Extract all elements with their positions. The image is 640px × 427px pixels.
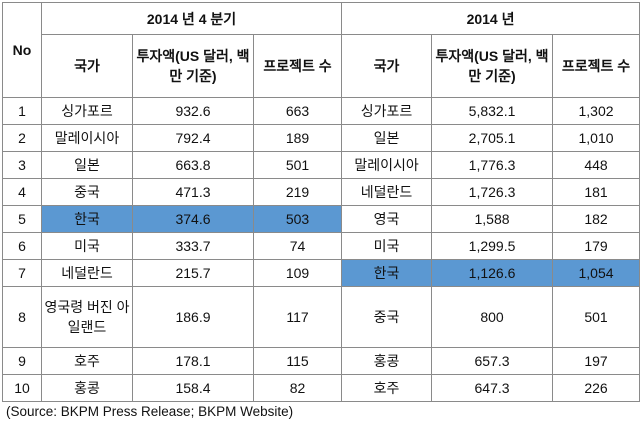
cell-y-investment: 647.3	[431, 374, 554, 402]
source-note: (Source: BKPM Press Release; BKPM Websit…	[6, 404, 294, 419]
cell-q4-country: 일본	[41, 151, 133, 179]
cell-no: 1	[2, 97, 42, 125]
cell-y-investment: 1,588	[431, 205, 554, 233]
cell-no: 5	[2, 205, 42, 233]
table-row: 10 홍콩 158.4 82 호주 647.3 226	[2, 374, 640, 402]
cell-y-investment: 800	[431, 286, 554, 348]
header-year-investment: 투자액(US 달러, 백만 기준)	[431, 34, 554, 98]
fdi-ranking-table: No 2014 년 4 분기 2014 년 국가 투자액(US 달러, 백만 기…	[2, 2, 640, 402]
cell-q4-projects: 109	[252, 259, 343, 287]
cell-q4-country: 호주	[41, 347, 133, 375]
table-row: 7 네덜란드 215.7 109 한국 1,126.6 1,054	[2, 259, 640, 287]
cell-q4-projects: 501	[252, 151, 343, 179]
cell-y-projects: 1,010	[552, 124, 640, 152]
cell-y-investment: 1,299.5	[431, 232, 554, 260]
cell-q4-investment: 471.3	[132, 178, 254, 206]
cell-y-projects: 448	[552, 151, 640, 179]
cell-no: 7	[2, 259, 42, 287]
cell-q4-projects: 82	[252, 374, 343, 402]
header-q4-country: 국가	[41, 34, 133, 98]
cell-y-projects: 226	[552, 374, 640, 402]
header-no: No	[2, 2, 42, 98]
cell-q4-investment: 158.4	[132, 374, 254, 402]
table-row: 2 말레이시아 792.4 189 일본 2,705.1 1,010	[2, 124, 640, 152]
cell-y-investment: 5,832.1	[431, 97, 554, 125]
cell-y-investment: 1,776.3	[431, 151, 554, 179]
cell-q4-country: 한국	[41, 205, 133, 233]
cell-q4-projects: 503	[252, 205, 343, 233]
cell-q4-country: 중국	[41, 178, 133, 206]
cell-q4-projects: 74	[252, 232, 343, 260]
cell-y-projects: 181	[552, 178, 640, 206]
cell-q4-country: 영국령 버진 아일랜드	[41, 286, 133, 348]
header-year-projects: 프로젝트 수	[552, 34, 640, 98]
cell-y-country: 호주	[341, 374, 433, 402]
cell-q4-investment: 663.8	[132, 151, 254, 179]
cell-no: 4	[2, 178, 42, 206]
cell-y-investment: 1,726.3	[431, 178, 554, 206]
cell-no: 8	[2, 286, 42, 348]
cell-y-country: 네덜란드	[341, 178, 433, 206]
cell-y-country: 일본	[341, 124, 433, 152]
cell-q4-projects: 219	[252, 178, 343, 206]
cell-y-country: 한국	[341, 259, 433, 287]
header-year-country: 국가	[341, 34, 433, 98]
cell-q4-projects: 663	[252, 97, 343, 125]
header-year-group: 2014 년	[341, 2, 640, 35]
cell-y-projects: 197	[552, 347, 640, 375]
cell-q4-investment: 186.9	[132, 286, 254, 348]
cell-y-investment: 1,126.6	[431, 259, 554, 287]
cell-no: 6	[2, 232, 42, 260]
cell-y-projects: 182	[552, 205, 640, 233]
cell-q4-country: 네덜란드	[41, 259, 133, 287]
cell-no: 9	[2, 347, 42, 375]
cell-y-projects: 501	[552, 286, 640, 348]
cell-no: 2	[2, 124, 42, 152]
cell-q4-investment: 932.6	[132, 97, 254, 125]
cell-q4-country: 싱가포르	[41, 97, 133, 125]
cell-y-country: 중국	[341, 286, 433, 348]
cell-y-projects: 1,054	[552, 259, 640, 287]
cell-q4-projects: 117	[252, 286, 343, 348]
cell-q4-projects: 115	[252, 347, 343, 375]
table-row: 6 미국 333.7 74 미국 1,299.5 179	[2, 232, 640, 260]
cell-y-country: 말레이시아	[341, 151, 433, 179]
table-row: 1 싱가포르 932.6 663 싱가포르 5,832.1 1,302	[2, 97, 640, 125]
cell-q4-country: 말레이시아	[41, 124, 133, 152]
cell-y-country: 영국	[341, 205, 433, 233]
cell-y-country: 미국	[341, 232, 433, 260]
cell-q4-investment: 178.1	[132, 347, 254, 375]
table-row: 4 중국 471.3 219 네덜란드 1,726.3 181	[2, 178, 640, 206]
cell-q4-investment: 333.7	[132, 232, 254, 260]
cell-q4-investment: 374.6	[132, 205, 254, 233]
cell-no: 10	[2, 374, 42, 402]
header-q4-projects: 프로젝트 수	[252, 34, 343, 98]
cell-y-country: 홍콩	[341, 347, 433, 375]
table-row: 9 호주 178.1 115 홍콩 657.3 197	[2, 347, 640, 375]
cell-y-country: 싱가포르	[341, 97, 433, 125]
cell-y-investment: 2,705.1	[431, 124, 554, 152]
cell-q4-country: 미국	[41, 232, 133, 260]
cell-y-projects: 1,302	[552, 97, 640, 125]
header-q4-investment: 투자액(US 달러, 백만 기준)	[132, 34, 254, 98]
header-q4-group: 2014 년 4 분기	[40, 2, 343, 35]
cell-q4-country: 홍콩	[41, 374, 133, 402]
table-row: 5 한국 374.6 503 영국 1,588 182	[2, 205, 640, 233]
cell-q4-investment: 792.4	[132, 124, 254, 152]
cell-q4-investment: 215.7	[132, 259, 254, 287]
cell-y-projects: 179	[552, 232, 640, 260]
cell-no: 3	[2, 151, 42, 179]
table-row: 8 영국령 버진 아일랜드 186.9 117 중국 800 501	[2, 286, 640, 348]
cell-q4-projects: 189	[252, 124, 343, 152]
table-row: 3 일본 663.8 501 말레이시아 1,776.3 448	[2, 151, 640, 179]
cell-y-investment: 657.3	[431, 347, 554, 375]
